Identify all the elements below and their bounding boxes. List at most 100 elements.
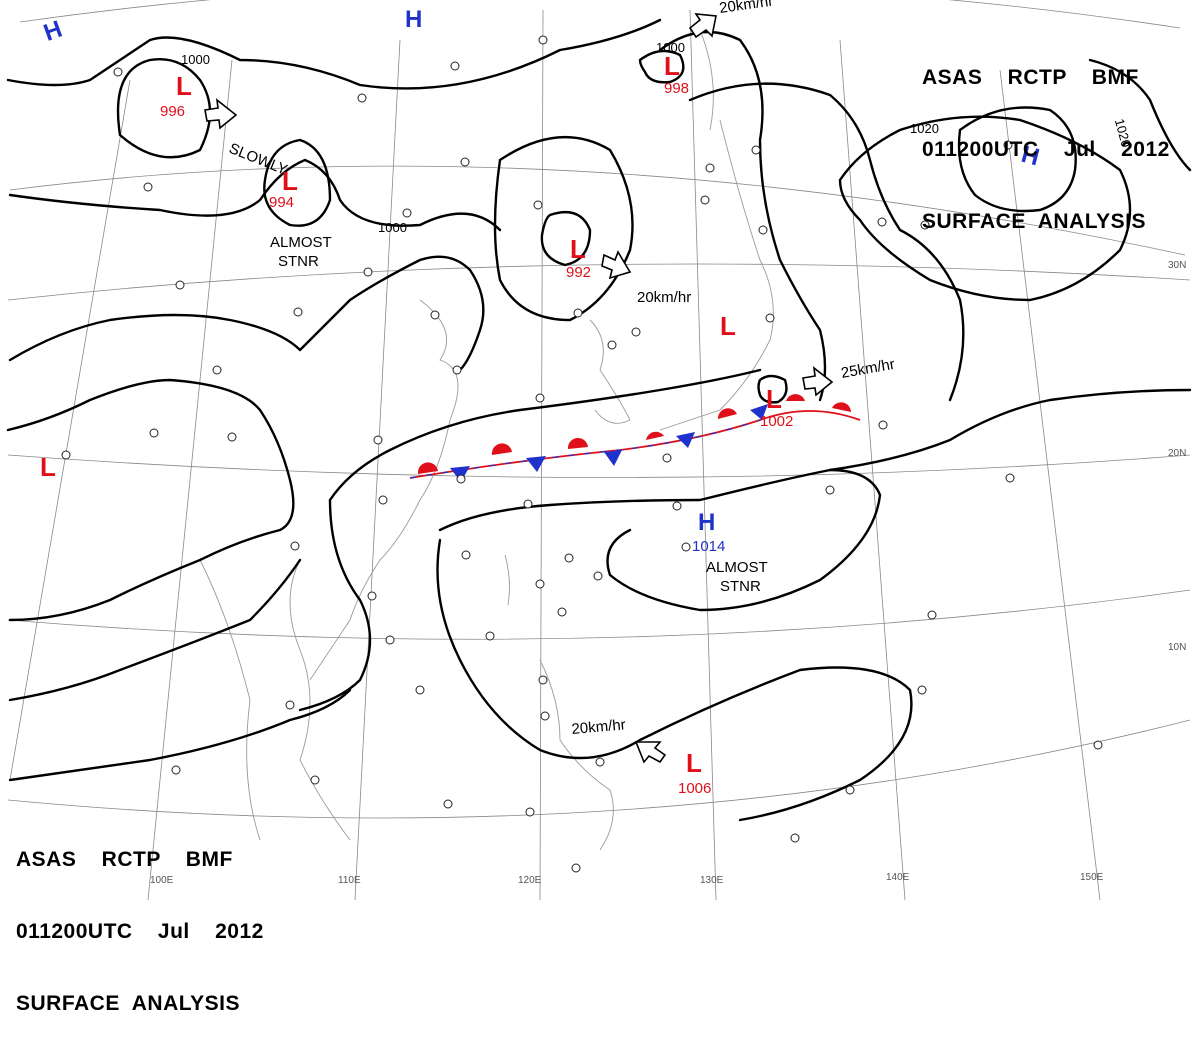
low-symbol: L [570,234,586,264]
station-model-icon [415,685,425,695]
station-model-icon [631,327,641,337]
parallel-line [7,454,1191,478]
motion-note: 25km/hr [840,356,896,382]
station-model-icon [790,833,800,843]
station-model-icon [461,550,471,560]
isobars [6,18,1192,822]
isobar-label: 1000 [656,40,685,55]
station-model-icon [540,711,550,721]
motion-arrow-icon [688,13,717,39]
map-header-bottom: ASAS RCTP BMF 011200UTC Jul 2012 SURFACE… [16,800,264,1040]
isobar [1088,58,1192,172]
station-model-icon [1005,473,1015,483]
station-model-icon [171,765,181,775]
axis-labels: 100E 110E 120E 130E 140E 150E 30N 20N 10… [150,260,1186,886]
station-model-icon [443,799,453,809]
isobar [436,538,913,822]
coast-china [309,299,459,681]
low-symbol: L [176,71,192,101]
station-model-icon [917,685,927,695]
meridian-line [999,69,1101,901]
station-model-icon [485,631,495,641]
station-model-icon [456,474,466,484]
high-symbol: H [405,6,422,33]
station-model-icon [373,435,383,445]
station-model-icon [705,163,715,173]
longitude-label: 130E [700,875,724,886]
latitude-label: 30N [1168,260,1186,271]
isobar [116,58,212,159]
low-pressure: 996 [160,103,185,120]
station-model-icon [357,93,367,103]
station-model-icon [363,267,373,277]
station-model-icon [402,208,412,218]
meridian-line [539,9,544,901]
isobar [540,210,592,267]
stationary-note: STNR [720,578,761,595]
station-model-icon [285,700,295,710]
station-model-icon [593,571,603,581]
meridian-line [9,79,131,781]
isobar-label: 1000 [378,220,407,235]
isobar [638,49,685,84]
isobar [8,255,485,372]
isobar-labels: 1000 1000 1000 1020 1020 [181,40,1134,235]
front-line-cold [409,419,761,479]
stationary-note: ALMOST [270,234,332,251]
map-header-top: ASAS RCTP BMF 011200UTC Jul 2012 SURFACE… [922,18,1170,258]
station-model-icon [460,157,470,167]
station-model-icon [595,757,605,767]
station-model-icon [877,217,887,227]
station-model-icon [385,635,395,645]
station-model-icon [538,35,548,45]
station-model-icon [920,220,930,230]
latitude-label: 20N [1168,448,1186,459]
station-model-icon [293,307,303,317]
isobar [6,18,662,90]
high-symbol: H [1018,141,1042,172]
header-time: 011200UTC Jul 2012 [16,920,264,943]
parallel-line [9,165,1186,256]
coast-japan [659,119,774,431]
station-model-icon [1003,140,1013,150]
station-model-icon [523,499,533,509]
coast-indochina [289,559,351,841]
header-station: ASAS RCTP BMF [16,848,233,871]
station-model-icon [1093,740,1103,750]
station-model-icon [452,365,462,375]
coast-bay [199,559,261,841]
isobar [757,374,788,404]
motion-note: 20km/hr [718,0,774,17]
low-symbol: L [282,166,298,196]
station-model-icon [672,501,682,511]
station-model-icon [662,453,672,463]
coast-taiwan [504,554,510,606]
station-model-icon [378,495,388,505]
station-model-icon [571,863,581,873]
motion-note: 20km/hr [637,289,691,306]
station-model-icon [212,365,222,375]
coast-philippines [539,659,614,851]
parallel-line [19,0,1181,29]
header-title: SURFACE ANALYSIS [16,992,240,1015]
meridian-line [147,59,233,901]
front-icon [450,404,768,482]
meridian-line [354,39,401,901]
station-model-icon [113,67,123,77]
stationary-note: ALMOST [706,559,768,576]
isobar [493,135,634,322]
graticule [7,0,1191,901]
isobar [438,468,882,612]
front-icon [417,394,851,474]
motion-arrow-icon [802,366,834,397]
station-model-icon [751,145,761,155]
isobar [8,558,302,702]
station-model-icon [927,610,937,620]
station-model-icon [143,182,153,192]
motion-arrow-icon [634,741,667,764]
isobar [328,368,762,502]
front-line [409,410,861,479]
isobar-label: 1020 [910,121,939,136]
latitude-label: 10N [1168,642,1186,653]
low-pressure: 1002 [760,413,793,430]
